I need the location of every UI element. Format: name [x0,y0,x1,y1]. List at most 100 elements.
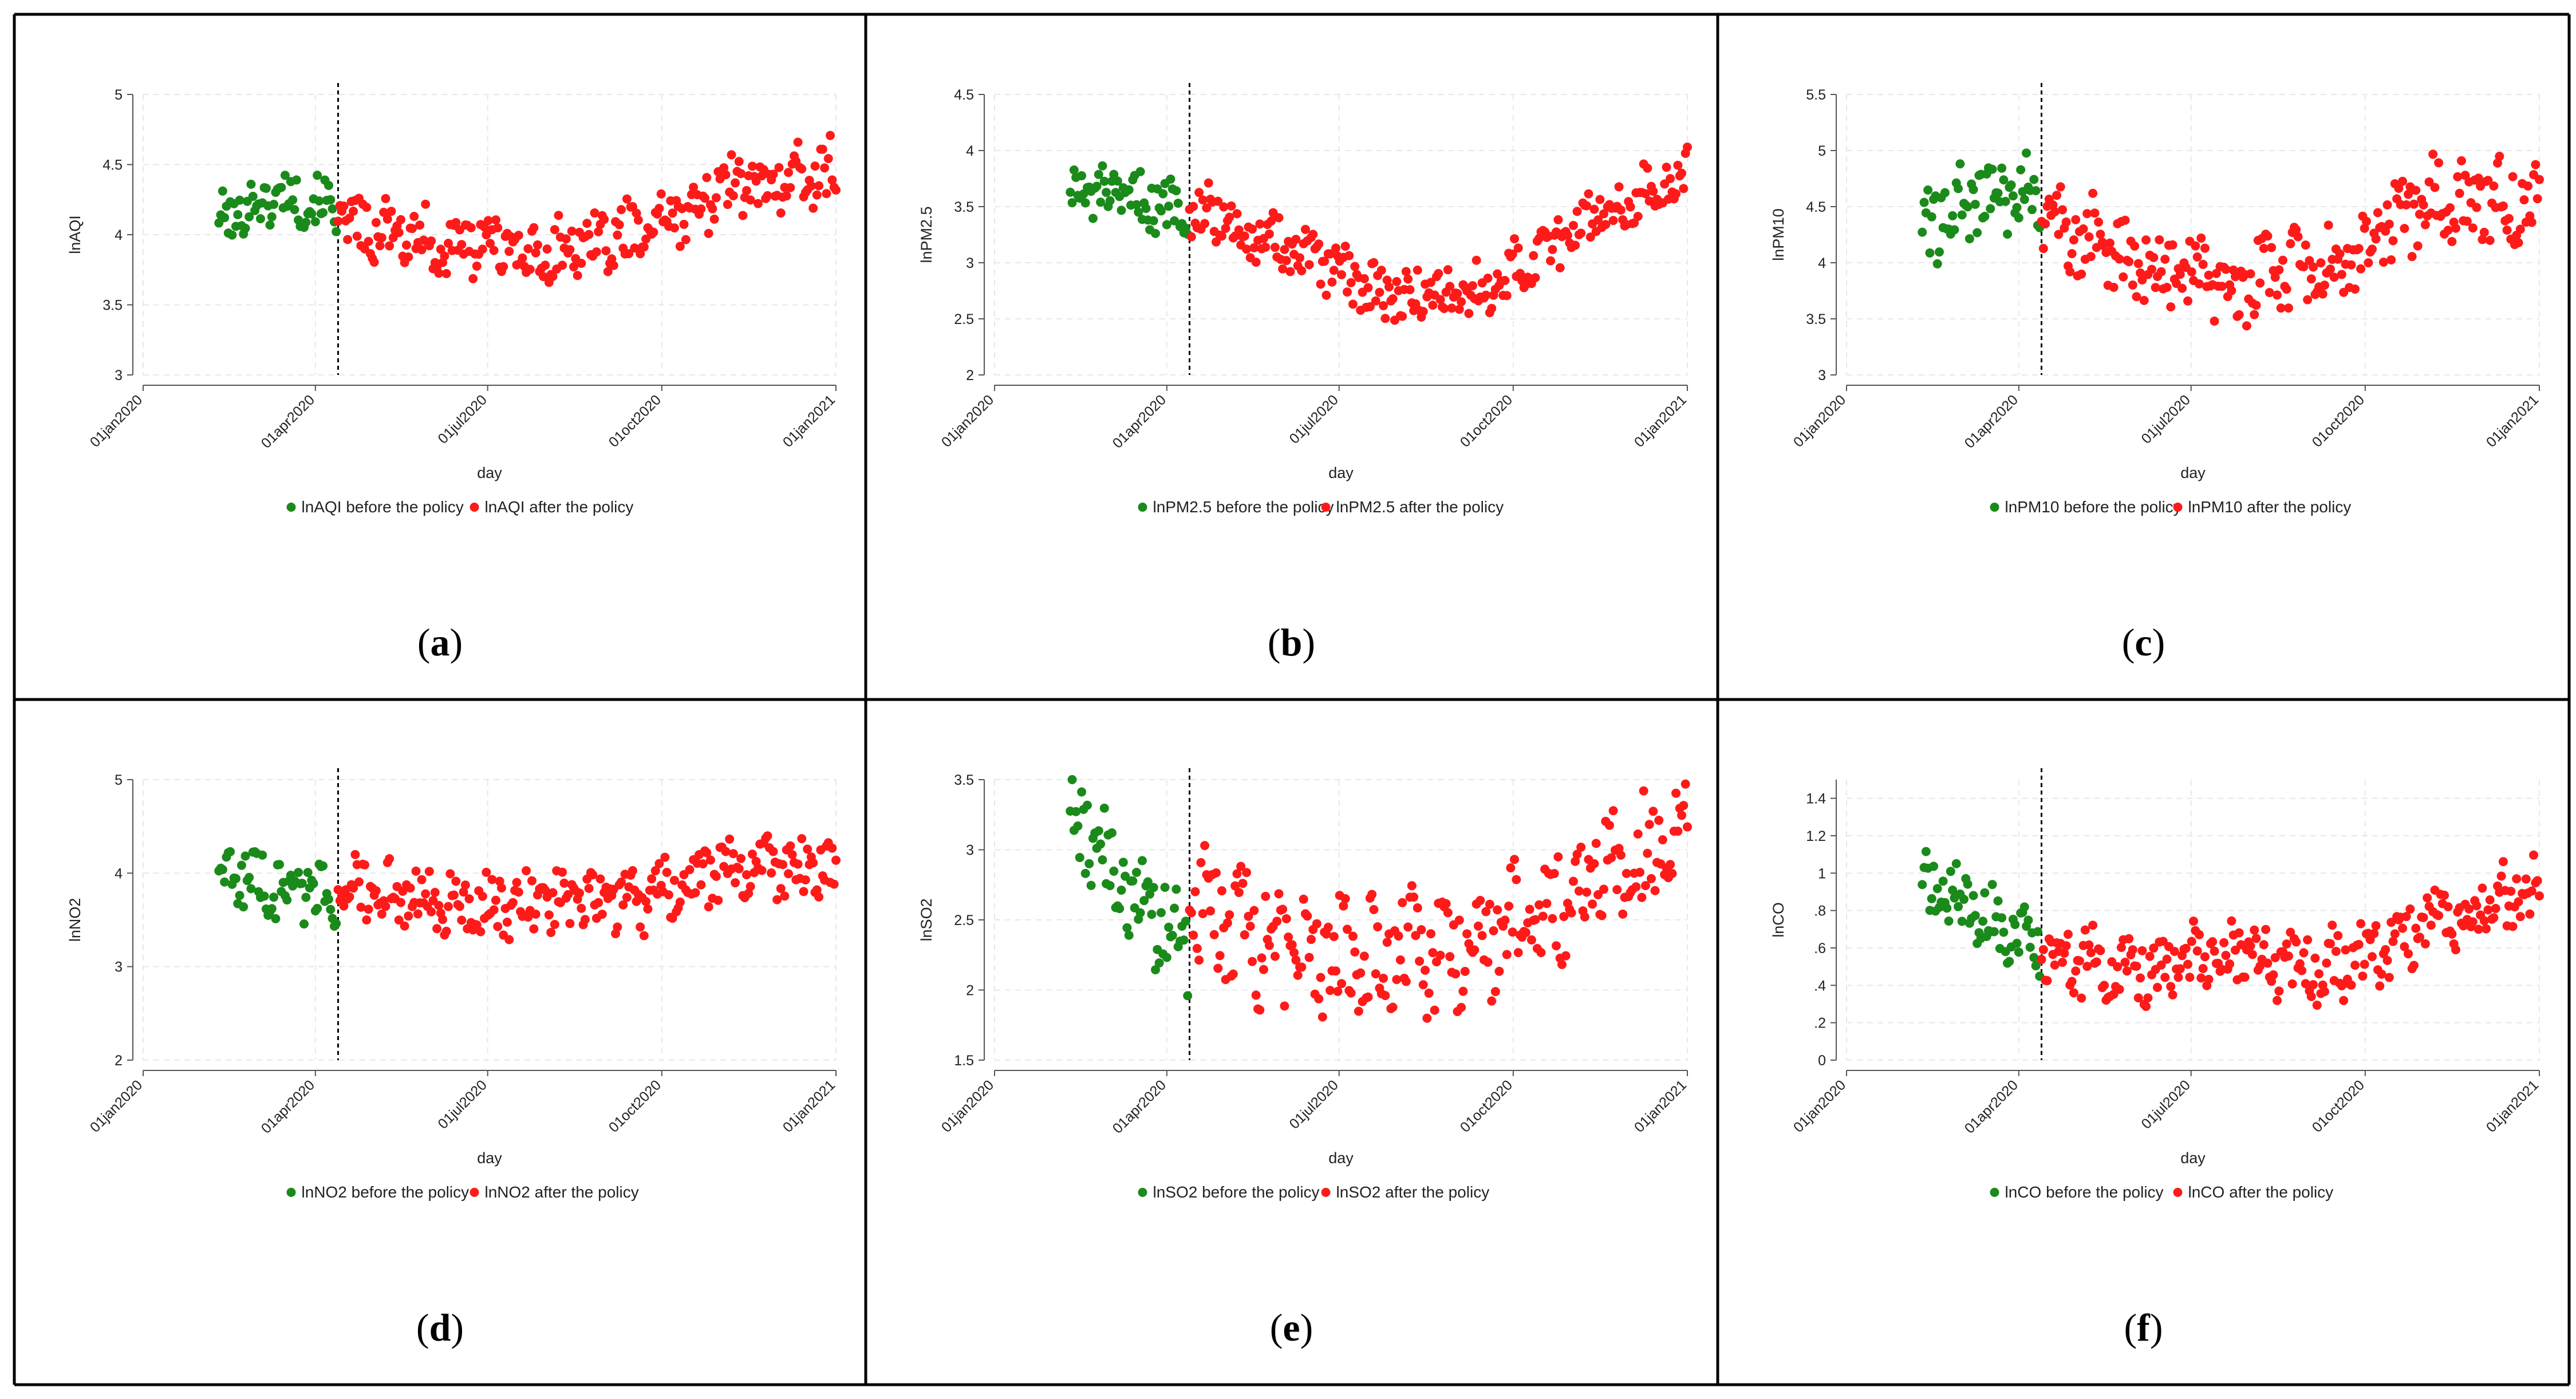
y-tick-label: 2.5 [954,912,974,928]
before-policy-point [2031,186,2041,196]
before-policy-point [1986,204,1995,214]
after-policy-point [1493,905,1502,915]
after-policy-point [709,214,719,224]
before-policy-point [1137,856,1147,866]
before-policy-point [1927,894,1936,903]
after-policy-point [2071,966,2081,976]
after-policy-point [1200,841,1210,851]
after-policy-point [2175,964,2185,974]
after-policy-point [628,866,637,876]
after-policy-point [548,271,558,281]
after-policy-point [2362,216,2372,226]
after-policy-point [2137,275,2147,284]
after-policy-point [1415,957,1425,966]
after-policy-point [1270,951,1280,961]
y-tick-label: 2 [966,367,974,384]
after-policy-point [799,887,808,896]
after-policy-point [2181,943,2191,953]
after-policy-point [2331,946,2341,956]
after-policy-point [1618,909,1628,919]
caption-open: ( [416,1306,429,1349]
after-policy-point [591,247,601,257]
after-policy-point [1601,220,1611,230]
after-policy-point [574,888,584,898]
after-policy-point [360,860,369,870]
after-policy-point [550,225,559,235]
after-policy-point [2145,951,2155,961]
after-policy-point [2451,945,2460,955]
before-policy-point [291,175,301,185]
after-policy-point [2377,969,2386,979]
caption-letter: f [2137,1306,2151,1349]
after-policy-point [2246,941,2255,951]
after-policy-point [514,231,523,240]
after-policy-point [2369,928,2379,938]
after-policy-point [704,228,713,238]
after-policy-point [2061,217,2071,227]
after-policy-point [2394,183,2404,193]
before-policy-point [1997,163,2007,173]
after-policy-point [814,892,824,902]
after-policy-point [774,163,784,172]
legend-marker-after [470,1188,479,1197]
before-policy-point [1069,165,1079,175]
after-policy-point [1264,229,1274,239]
after-policy-point [2255,278,2265,288]
before-policy-point [1102,188,1111,197]
panel-caption: (c) [2122,621,2165,664]
caption-close: ) [2152,621,2165,664]
after-policy-point [1568,220,1578,230]
before-policy-point [1170,903,1179,913]
after-policy-point [1367,890,1377,899]
after-policy-point [1633,212,1643,222]
after-policy-point [2151,283,2160,293]
after-policy-point [339,201,349,211]
after-policy-point [1219,202,1229,212]
y-tick-label: 4 [966,143,974,159]
after-policy-point [2356,264,2366,274]
before-policy-point [328,204,337,214]
after-policy-point [382,214,392,224]
after-policy-point [2092,957,2101,967]
after-policy-point [1548,244,1557,254]
after-policy-point [1580,912,1589,922]
after-policy-point [2263,231,2273,241]
after-policy-point [705,855,715,865]
after-policy-point [427,907,436,916]
before-policy-point [2022,148,2031,158]
before-policy-point [2005,957,2014,966]
before-policy-point [324,180,333,190]
before-policy-point [303,868,313,878]
after-policy-point [1394,931,1403,941]
after-policy-point [2137,946,2147,955]
y-tick-label: 0 [1818,1053,1826,1069]
after-policy-point [778,860,788,870]
before-policy-point [326,195,336,204]
after-policy-point [2132,961,2141,971]
after-policy-point [1502,291,1512,301]
after-policy-point [1658,835,1667,845]
before-policy-point [220,877,230,887]
before-policy-point [2029,953,2039,962]
y-tick-label: 3.5 [954,199,974,215]
before-policy-point [1179,935,1189,945]
after-policy-point [421,889,431,899]
after-policy-point [508,898,518,907]
after-policy-point [2405,904,2415,914]
after-policy-point [2259,243,2269,253]
after-policy-point [2303,295,2313,305]
after-policy-point [2451,223,2460,233]
legend-marker-after [2173,503,2183,512]
after-policy-point [1648,807,1658,816]
after-policy-point [2508,922,2518,931]
y-tick-label: 5 [115,772,123,788]
before-policy-point [1181,916,1190,926]
after-policy-point [1468,281,1477,291]
after-policy-point [1680,779,1690,789]
after-policy-point [1340,242,1350,251]
after-policy-point [2364,258,2373,268]
after-policy-point [639,931,649,940]
before-policy-point [1999,927,2009,937]
after-policy-point [2090,208,2100,218]
before-policy-point [1969,891,1978,900]
